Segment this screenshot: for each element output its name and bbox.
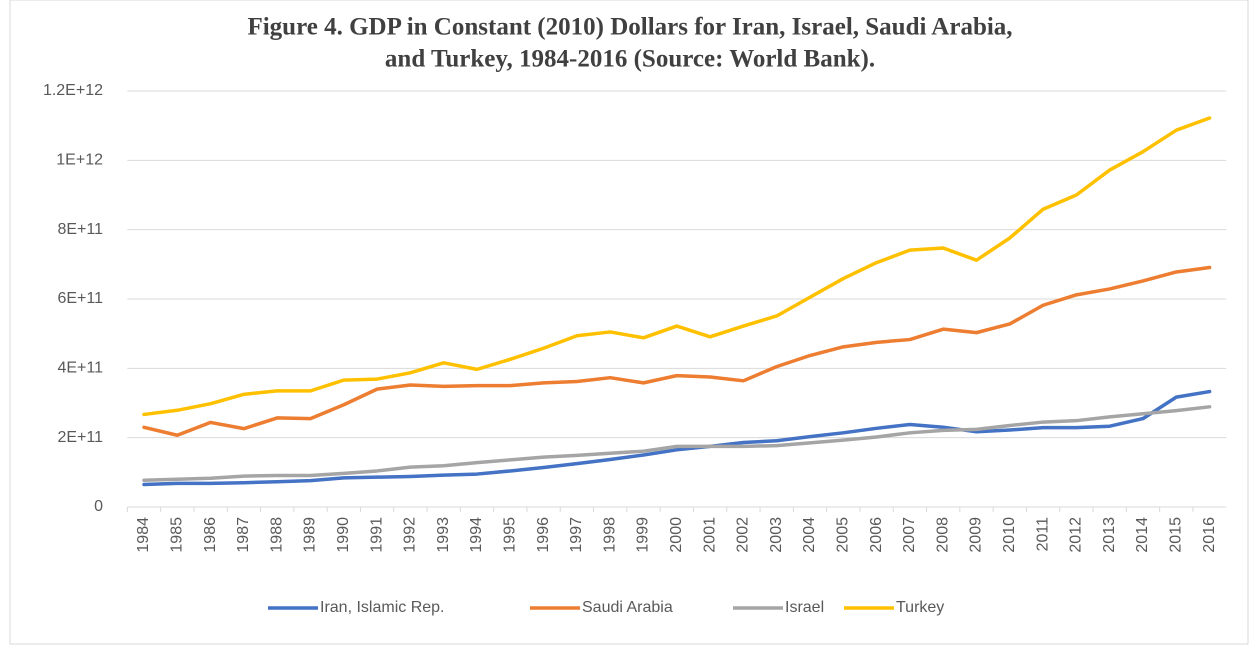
legend-label: Israel xyxy=(785,599,824,616)
x-tick-label: 1997 xyxy=(568,517,585,553)
y-tick-label: 1.2E+12 xyxy=(43,82,103,99)
y-tick-label: 6E+11 xyxy=(57,290,103,307)
x-tick-label: 2015 xyxy=(1168,517,1185,553)
x-tick-label: 1987 xyxy=(235,517,252,553)
series-line xyxy=(142,265,1212,437)
x-tick-label: 1988 xyxy=(268,517,285,553)
x-tick-label: 2011 xyxy=(1034,517,1051,552)
series-line xyxy=(142,405,1212,483)
legend-label: Turkey xyxy=(896,599,944,616)
x-tick-label: 1991 xyxy=(368,517,385,553)
x-tick-label: 2004 xyxy=(801,517,818,553)
x-tick-label: 2010 xyxy=(1001,517,1018,553)
x-tick-label: 1986 xyxy=(202,517,219,553)
chart-frame xyxy=(9,0,1249,645)
x-tick-label: 2014 xyxy=(1134,517,1151,553)
x-tick-label: 1996 xyxy=(535,517,552,553)
x-tick-label: 1992 xyxy=(402,517,419,553)
legend-label: Iran, Islamic Rep. xyxy=(320,599,444,616)
x-tick-label: 2012 xyxy=(1068,517,1085,553)
x-tick-label: 2013 xyxy=(1101,517,1118,553)
x-tick-label: 2016 xyxy=(1201,517,1218,553)
x-tick-label: 2000 xyxy=(668,517,685,553)
x-tick-label: 1993 xyxy=(435,517,452,553)
series-line xyxy=(142,116,1212,417)
x-tick-label: 1995 xyxy=(502,517,519,553)
legend-label: Saudi Arabia xyxy=(582,599,673,616)
x-tick-label: 1984 xyxy=(135,517,152,553)
y-tick-label: 4E+11 xyxy=(57,360,103,377)
x-tick-label: 2003 xyxy=(768,517,785,553)
x-tick-label: 2005 xyxy=(835,517,852,553)
x-tick-label: 1985 xyxy=(169,517,186,553)
series-line xyxy=(142,389,1212,487)
y-tick-label: 0 xyxy=(94,498,103,515)
x-tick-label: 2009 xyxy=(968,517,985,553)
chart-title: and Turkey, 1984-2016 (Source: World Ban… xyxy=(385,46,875,73)
x-tick-label: 1994 xyxy=(468,517,485,553)
y-tick-label: 2E+11 xyxy=(57,429,103,446)
x-tick-label: 1990 xyxy=(335,517,352,553)
x-tick-label: 2002 xyxy=(735,517,752,553)
x-tick-label: 2007 xyxy=(901,517,918,553)
x-tick-label: 1989 xyxy=(302,517,319,553)
x-tick-label: 1999 xyxy=(635,517,652,553)
y-tick-label: 8E+11 xyxy=(57,221,103,238)
y-tick-label: 1E+12 xyxy=(56,152,103,169)
chart-title: Figure 4. GDP in Constant (2010) Dollars… xyxy=(247,14,1012,41)
x-tick-label: 2008 xyxy=(934,517,951,553)
x-tick-label: 2006 xyxy=(868,517,885,553)
x-tick-label: 1998 xyxy=(601,517,618,553)
x-tick-label: 2001 xyxy=(701,517,718,553)
